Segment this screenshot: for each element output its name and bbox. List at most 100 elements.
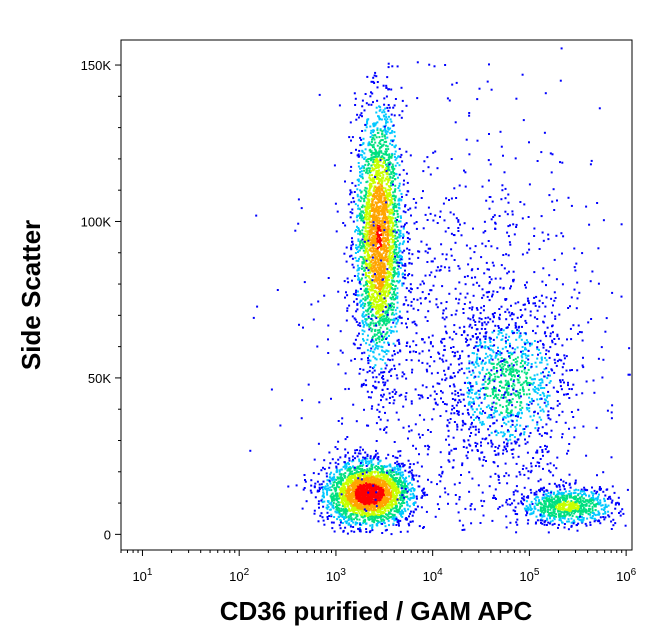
event-dot [402, 476, 405, 479]
event-dot [381, 349, 383, 352]
event-dot [361, 506, 364, 509]
event-dot [388, 334, 390, 337]
event-dot [376, 128, 379, 131]
event-dot [381, 193, 384, 196]
event-dot [351, 488, 354, 491]
event-dot [352, 458, 354, 461]
event-dot [395, 272, 398, 275]
event-dot [360, 154, 363, 157]
event-dot [362, 266, 365, 269]
event-dot [384, 291, 387, 294]
event-dot [396, 485, 399, 488]
event-dot [361, 313, 364, 316]
event-dot [396, 306, 399, 309]
event-dot [357, 199, 360, 202]
event-dot [383, 502, 386, 505]
event-dot [388, 156, 391, 159]
event-dot [340, 507, 343, 510]
event-dot [387, 246, 390, 249]
event-dot [379, 223, 382, 226]
event-dot [386, 311, 389, 314]
event-dot [377, 345, 380, 348]
event-dot [326, 489, 329, 492]
event-dot [359, 231, 362, 234]
event-dot [401, 481, 404, 484]
event-dot [389, 252, 392, 254]
event-dot [378, 226, 381, 229]
event-dot [412, 510, 415, 513]
event-dot [355, 470, 358, 473]
event-dot [367, 192, 370, 195]
event-dot [398, 507, 401, 510]
event-dot [406, 486, 409, 489]
event-dot [385, 528, 388, 531]
event-dot [359, 472, 362, 475]
event-dot [402, 169, 405, 172]
event-dot [342, 493, 344, 496]
event-dot [340, 478, 343, 481]
event-dot [378, 313, 381, 316]
event-dot [358, 499, 361, 502]
event-dot [365, 190, 367, 193]
event-dot [376, 232, 379, 235]
event-dot [397, 281, 400, 284]
event-dot [409, 512, 411, 515]
event-dot [354, 502, 357, 505]
event-dot [381, 499, 384, 502]
event-dot [372, 511, 375, 514]
event-dot [371, 134, 374, 137]
event-dot [393, 273, 396, 276]
event-dot [377, 221, 380, 224]
event-dot [370, 263, 373, 266]
event-dot [412, 474, 415, 477]
event-dot [369, 288, 371, 291]
event-dot [367, 469, 370, 472]
event-dot [345, 516, 348, 519]
event-dot [365, 528, 368, 531]
event-dot [361, 261, 364, 264]
event-dot [375, 422, 378, 425]
event-dot [400, 496, 403, 499]
event-dot [413, 488, 416, 491]
event-dot [388, 271, 391, 273]
event-dot [395, 507, 398, 510]
event-dot [387, 148, 390, 151]
event-dot [344, 516, 347, 519]
event-dot [362, 142, 365, 145]
event-dot [391, 198, 394, 200]
event-dot [426, 493, 429, 496]
event-dot [393, 135, 396, 138]
event-dot [388, 251, 391, 254]
event-dot [337, 515, 340, 518]
event-dot [322, 486, 325, 489]
event-dot [338, 469, 341, 472]
event-dot [386, 285, 389, 288]
event-dot [368, 460, 371, 463]
event-dot [395, 391, 398, 394]
event-dot [378, 262, 381, 265]
event-dot [334, 510, 337, 513]
event-dot [354, 318, 357, 321]
event-dot [387, 290, 390, 292]
event-dot [393, 114, 396, 117]
event-dot [382, 406, 385, 409]
event-dot [384, 207, 387, 210]
event-dot [386, 315, 389, 317]
event-dot [374, 233, 377, 236]
event-dot [394, 158, 397, 161]
event-dot [379, 266, 382, 269]
event-dot [368, 518, 371, 521]
event-dot [373, 490, 376, 493]
event-dot [343, 485, 346, 488]
event-dot [391, 503, 394, 506]
event-dot [384, 494, 387, 497]
event-dot [374, 274, 377, 277]
event-dot [390, 374, 393, 377]
event-dot [341, 489, 344, 492]
event-dot [385, 313, 388, 316]
event-dot [374, 259, 377, 262]
event-dot [369, 457, 372, 460]
event-dot [326, 482, 329, 485]
event-dot [382, 219, 385, 222]
event-dot [345, 489, 348, 492]
